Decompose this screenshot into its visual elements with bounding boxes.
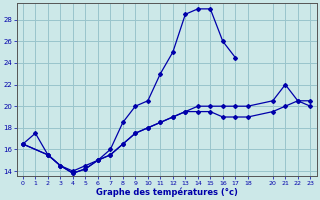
X-axis label: Graphe des températures (°c): Graphe des températures (°c)	[96, 187, 237, 197]
